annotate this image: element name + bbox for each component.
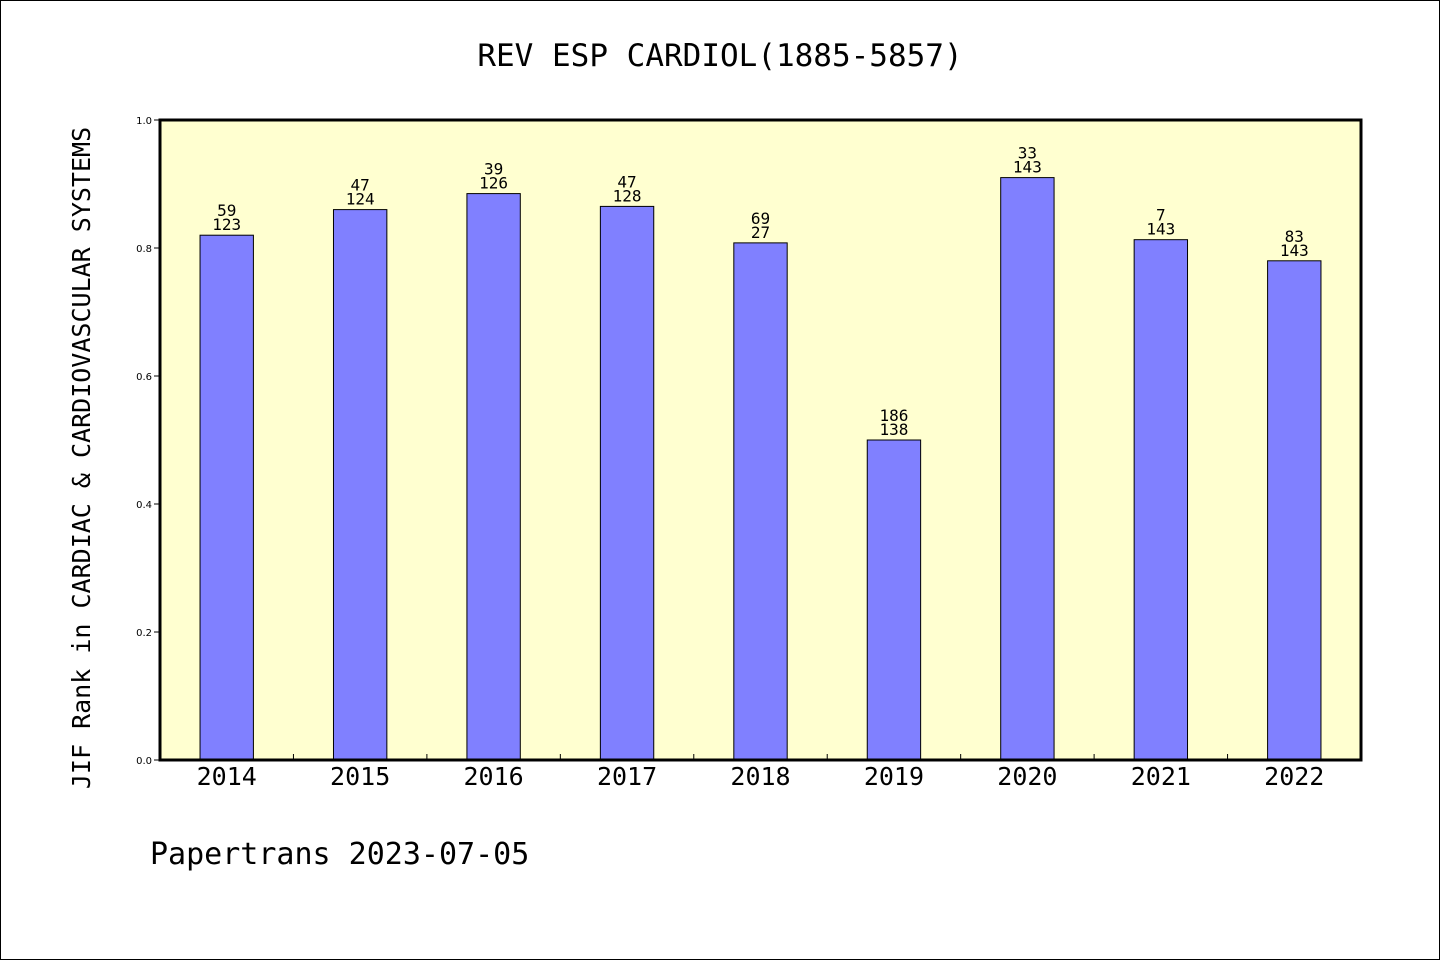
bar-total-label: 143	[1013, 158, 1042, 177]
bar-total-label: 143	[1280, 241, 1309, 260]
x-tick-label: 2019	[864, 762, 924, 791]
bar-rank-label: 186	[879, 406, 908, 425]
bar-rank-label: 59	[217, 201, 236, 220]
bar-2017	[599, 205, 655, 761]
x-tick-label: 2015	[330, 762, 390, 791]
y-tick-label: 0.4	[136, 500, 152, 511]
x-tick-label: 2018	[730, 762, 790, 791]
bar-rank-label: 47	[351, 176, 370, 195]
bar-rank-label: 69	[751, 209, 770, 228]
bar-2016	[466, 193, 521, 761]
bar-total-label: 124	[346, 190, 375, 209]
bar-2014	[199, 234, 254, 761]
bar-2018	[733, 242, 788, 761]
bar-rank-label: 39	[484, 160, 503, 179]
y-tick-label: 0.0	[136, 756, 152, 767]
bar-total-label: 128	[613, 186, 642, 205]
labels-layer: 5912320144712420153912620164712820176927…	[197, 144, 1325, 791]
bar-2020	[1000, 177, 1055, 761]
bar-total-label: 143	[1146, 220, 1175, 239]
bar-rank-label: 83	[1285, 227, 1304, 246]
bar-total-label: 126	[479, 174, 508, 193]
footer-text: Papertrans 2023-07-05	[150, 837, 529, 872]
y-tick-label: 1.0	[136, 116, 152, 127]
bar-total-label: 138	[879, 420, 908, 439]
bar-rank-label: 7	[1156, 206, 1166, 225]
x-tick-label: 2022	[1264, 762, 1324, 791]
bar-2022	[1267, 260, 1322, 761]
bar-2019	[866, 439, 922, 761]
bar-rank-label: 47	[617, 172, 636, 191]
x-tick-label: 2016	[464, 762, 524, 791]
y-tick-label: 0.2	[136, 628, 152, 639]
x-tick-label: 2014	[197, 762, 257, 791]
bar-2021	[1133, 239, 1189, 761]
x-tick-label: 2020	[997, 762, 1057, 791]
bar-total-label: 27	[751, 223, 770, 242]
plot-border	[158, 118, 1363, 762]
chart-title: REV ESP CARDIOL(1885-5857)	[477, 38, 962, 74]
bar-2015	[332, 209, 388, 761]
bar-rank-label: 33	[1018, 144, 1037, 163]
y-axis-label: JIF Rank in CARDIAC & CARDIOVASCULAR SYS…	[67, 127, 96, 789]
bar-total-label: 123	[212, 215, 241, 234]
y-tick-label: 0.6	[136, 372, 152, 383]
x-tick-label: 2021	[1131, 762, 1191, 791]
bars-layer	[199, 177, 1322, 761]
x-tick-label: 2017	[597, 762, 657, 791]
y-tick-label: 0.8	[136, 244, 152, 255]
